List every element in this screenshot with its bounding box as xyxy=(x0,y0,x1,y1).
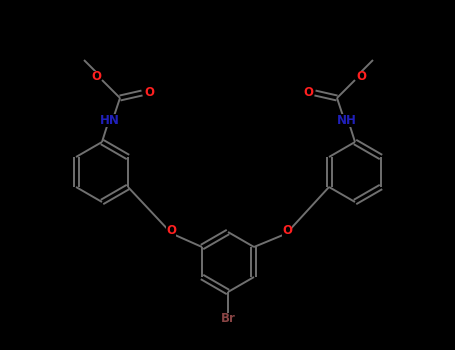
Text: Br: Br xyxy=(221,313,235,326)
Text: NH: NH xyxy=(337,113,357,126)
Text: O: O xyxy=(356,70,366,84)
Text: HN: HN xyxy=(100,113,120,126)
Text: O: O xyxy=(166,224,176,238)
Text: O: O xyxy=(91,70,101,84)
Text: O: O xyxy=(144,86,154,99)
Text: O: O xyxy=(303,86,313,99)
Text: O: O xyxy=(282,224,292,238)
